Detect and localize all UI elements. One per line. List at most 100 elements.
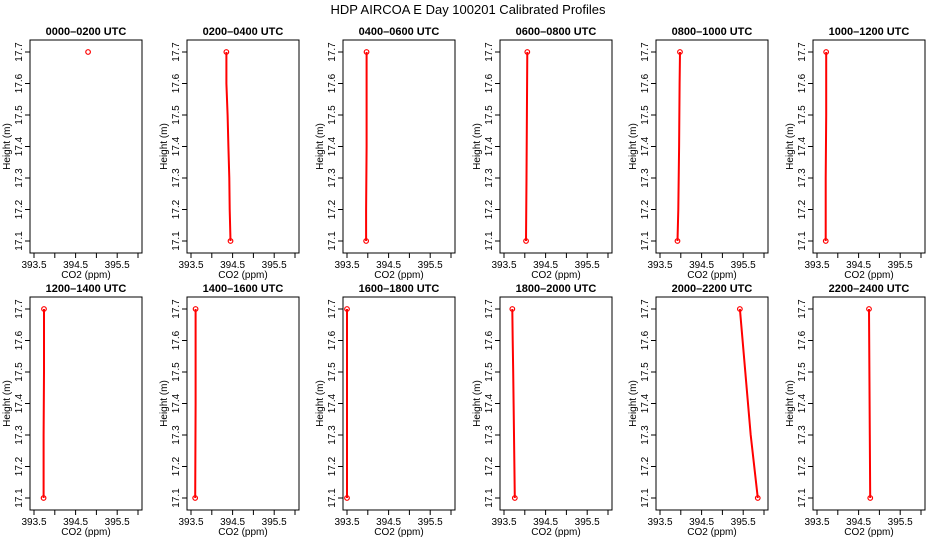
panel: 0600–0800 UTC 393.5 394.5 395.5 17.1 17.2 17.3… bbox=[472, 26, 613, 281]
y-tick-label: 17.1 bbox=[14, 231, 25, 251]
x-tick-label: 394.5 bbox=[376, 260, 401, 271]
y-tick-label: 17.4 bbox=[327, 136, 338, 156]
x-tick-label: 393.5 bbox=[647, 260, 672, 271]
plot-frame bbox=[342, 296, 456, 511]
y-tick-label: 17.4 bbox=[14, 393, 25, 413]
profile-line bbox=[824, 52, 828, 241]
y-tick-label: 17.6 bbox=[484, 73, 495, 93]
panel: 0200–0400 UTC 393.5 394.5 395.5 17.1 17.2 17.3… bbox=[159, 26, 300, 281]
panel-title: 2200–2400 UTC bbox=[829, 283, 910, 295]
y-tick-label: 17.4 bbox=[14, 136, 25, 156]
x-axis-label: CO2 (ppm) bbox=[844, 527, 893, 538]
y-tick-label: 17.5 bbox=[640, 105, 651, 125]
y-tick-label: 17.4 bbox=[171, 136, 182, 156]
profile-point bbox=[511, 495, 518, 501]
panel-title: 1600–1800 UTC bbox=[359, 283, 440, 295]
y-tick-label: 17.6 bbox=[14, 330, 25, 350]
y-tick-label: 17.3 bbox=[484, 168, 495, 188]
plot-frame bbox=[29, 39, 143, 254]
panel: 1000–1200 UTC 393.5 394.5 395.5 17.1 17.2 17.3… bbox=[785, 26, 926, 281]
x-axis-label: CO2 (ppm) bbox=[218, 270, 267, 281]
x-tick-label: 395.5 bbox=[105, 260, 130, 271]
y-tick-label: 17.4 bbox=[327, 393, 338, 413]
x-tick-label: 394.5 bbox=[220, 260, 245, 271]
x-axis-label: CO2 (ppm) bbox=[844, 270, 893, 281]
profile-point bbox=[192, 306, 199, 312]
y-tick-label: 17.6 bbox=[14, 73, 25, 93]
y-axis-label: Height (m) bbox=[785, 123, 796, 170]
y-tick-label: 17.5 bbox=[484, 105, 495, 125]
y-tick-label: 17.1 bbox=[171, 231, 182, 251]
y-tick-label: 17.6 bbox=[327, 73, 338, 93]
y-tick-label: 17.3 bbox=[797, 425, 808, 445]
y-tick-label: 17.7 bbox=[484, 42, 495, 62]
plot-frame bbox=[655, 39, 769, 254]
x-tick-label: 395.5 bbox=[575, 517, 600, 528]
y-tick-label: 17.6 bbox=[484, 330, 495, 350]
y-tick-label: 17.7 bbox=[640, 299, 651, 319]
y-tick-label: 17.2 bbox=[327, 456, 338, 476]
y-tick-label: 17.4 bbox=[171, 393, 182, 413]
x-tick-label: 393.5 bbox=[178, 517, 203, 528]
y-tick-label: 17.6 bbox=[640, 330, 651, 350]
x-tick-label: 395.5 bbox=[888, 517, 913, 528]
y-tick-label: 17.5 bbox=[14, 362, 25, 382]
y-tick-label: 17.3 bbox=[797, 168, 808, 188]
x-tick-label: 394.5 bbox=[689, 260, 714, 271]
x-tick-label: 394.5 bbox=[846, 517, 871, 528]
panel: 2200–2400 UTC 393.5 394.5 395.5 17.1 17.2 17.3… bbox=[785, 283, 926, 538]
y-tick-label: 17.2 bbox=[640, 199, 651, 219]
y-tick-label: 17.1 bbox=[797, 231, 808, 251]
panel-title: 0200–0400 UTC bbox=[203, 26, 284, 38]
y-tick-label: 17.5 bbox=[171, 362, 182, 382]
x-axis-label: CO2 (ppm) bbox=[61, 270, 110, 281]
x-tick-label: 395.5 bbox=[575, 260, 600, 271]
y-tick-label: 17.2 bbox=[14, 199, 25, 219]
y-tick-label: 17.3 bbox=[327, 168, 338, 188]
x-tick-label: 394.5 bbox=[220, 517, 245, 528]
y-axis-label: Height (m) bbox=[472, 123, 483, 170]
y-tick-label: 17.6 bbox=[327, 330, 338, 350]
y-tick-label: 17.1 bbox=[484, 231, 495, 251]
x-tick-label: 393.5 bbox=[647, 517, 672, 528]
y-tick-label: 17.3 bbox=[14, 425, 25, 445]
profile-point bbox=[822, 238, 829, 244]
y-tick-label: 17.7 bbox=[484, 299, 495, 319]
x-tick-label: 395.5 bbox=[105, 517, 130, 528]
y-tick-label: 17.2 bbox=[14, 456, 25, 476]
y-tick-label: 17.3 bbox=[640, 168, 651, 188]
profile-point bbox=[736, 306, 743, 312]
y-axis-label: Height (m) bbox=[785, 380, 796, 427]
plot-frame bbox=[812, 39, 926, 254]
x-tick-label: 394.5 bbox=[689, 517, 714, 528]
profile-line bbox=[676, 51, 681, 242]
y-tick-label: 17.2 bbox=[171, 199, 182, 219]
y-tick-label: 17.5 bbox=[171, 105, 182, 125]
x-tick-label: 394.5 bbox=[376, 517, 401, 528]
plot-frame bbox=[186, 39, 300, 254]
y-tick-label: 17.5 bbox=[797, 105, 808, 125]
panel: 1600–1800 UTC 393.5 394.5 395.5 17.1 17.2 17.3… bbox=[315, 283, 456, 538]
y-tick-label: 17.7 bbox=[14, 42, 25, 62]
profile-point bbox=[40, 495, 47, 501]
x-axis-label: CO2 (ppm) bbox=[531, 270, 580, 281]
x-tick-label: 393.5 bbox=[334, 260, 359, 271]
profile-point bbox=[344, 306, 350, 312]
y-tick-label: 17.5 bbox=[327, 105, 338, 125]
panel-title: 0000–0200 UTC bbox=[46, 26, 127, 38]
x-tick-label: 393.5 bbox=[21, 260, 46, 271]
panel-title: 1200–1400 UTC bbox=[46, 283, 127, 295]
panel-title: 2000–2200 UTC bbox=[672, 283, 753, 295]
y-tick-label: 17.6 bbox=[171, 330, 182, 350]
panel: 2000–2200 UTC 393.5 394.5 395.5 17.1 17.2 17.3… bbox=[628, 283, 769, 538]
y-tick-label: 17.7 bbox=[640, 42, 651, 62]
y-tick-label: 17.5 bbox=[640, 362, 651, 382]
y-axis-label: Height (m) bbox=[2, 123, 13, 170]
y-tick-label: 17.7 bbox=[327, 42, 338, 62]
x-tick-label: 394.5 bbox=[63, 260, 88, 271]
profile-line bbox=[365, 52, 368, 241]
panel: 0400–0600 UTC 393.5 394.5 395.5 17.1 17.2 17.3… bbox=[315, 26, 456, 281]
y-axis-label: Height (m) bbox=[159, 123, 170, 170]
plot-frame bbox=[186, 296, 300, 511]
profile-point bbox=[524, 49, 531, 55]
